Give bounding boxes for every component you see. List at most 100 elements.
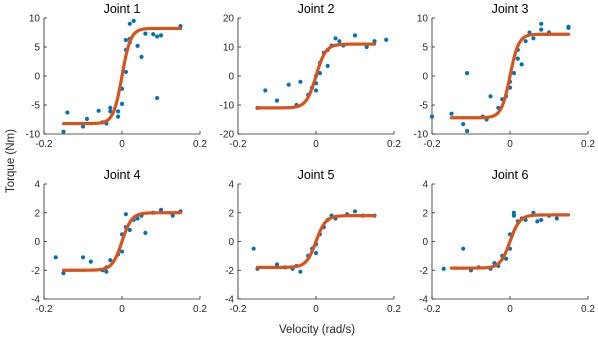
joint-2-y-tick-label: 0 [228,72,234,83]
joint-4-data-point [170,213,175,218]
joint-2-data-point [263,88,268,93]
joint-5-x-tick-label: 0.2 [387,304,401,315]
joint-1-data-point [80,124,86,129]
joint-4-panel: Joint 4 -0.2 0 0.2 4 2 0 -2 -4 [31,168,207,315]
joint-3-data-point [515,56,520,61]
joint-4-data-point [104,269,109,274]
joint-6-x-tick-label: 0 [507,304,513,315]
joint-2-y-tick-label: 20 [223,14,235,25]
joint-2-y-tick-label: -10 [220,101,235,112]
joint-2-data-point [384,37,389,42]
joint-5-title: Joint 5 [298,168,335,182]
joint-3-data-point [465,71,470,76]
joint-3-y-tick-label: 5 [422,43,428,54]
joint-4-data-point [123,212,128,217]
joint-1-data-point [155,95,160,101]
joint-1-data-point [127,21,132,26]
joint-1-data-point [131,18,136,23]
joint-2-x-tick-label: 0.2 [387,139,401,150]
joint-6-data-point [511,213,516,218]
joint-6-data-point [535,219,540,224]
joint-3-y-tick-label: 10 [417,14,429,25]
joint-3-x-tick-label: 0.2 [581,139,595,150]
joint-1-data-point [108,109,113,114]
joint-4-x-tick-label: -0.2 [35,304,53,315]
joint-2-data-point [333,36,338,41]
joint-5-x-tick-label: 0 [313,304,319,315]
joint-6-title: Joint 6 [492,168,529,182]
joint-2-data-point [372,39,377,44]
joint-6-x-tick-label: 0.2 [581,304,595,315]
joint-2-fit-curve [255,42,377,110]
joint-4-x-tick-label: 0.2 [193,304,207,315]
joint-2-data-point [364,44,369,50]
joint-4-data-point [127,227,132,233]
joint-5-y-tick-label: -2 [225,266,234,277]
joint-3-x-tick-label: 0 [507,139,513,150]
joint-4-data-point [88,259,93,264]
joint-6-fit-curve [449,213,571,270]
joint-4-data-point [53,255,58,260]
joint-4-y-tick-label: -2 [31,266,40,277]
joint-4-data-point [143,230,148,235]
joint-3-data-point [449,111,454,116]
joint-6-data-point [461,246,466,251]
joint-1-data-point [151,32,156,37]
joint-6-panel: Joint 6 -0.2 0 0.2 4 2 0 -2 -4 [419,168,595,315]
joint-4-y-tick-label: -4 [31,295,40,306]
joint-2-data-point [313,88,319,93]
joint-1-data-point [116,109,121,114]
joint-2-data-point [337,39,342,44]
joint-5-fit-curve [255,214,377,269]
joint-1-data-point [116,114,121,119]
joint-4-y-tick-label: 4 [34,180,40,191]
joint-5-data-point [274,262,280,267]
joint-4-y-tick-label: 2 [34,208,40,219]
joint-6-x-tick-label: -0.2 [423,304,441,315]
joint-1-y-tick-label: -5 [31,101,40,112]
joint-1-data-point [158,33,164,38]
joint-3-y-tick-label: -5 [419,101,428,112]
joint-5-data-point [251,246,256,251]
joint-6-y-tick-label: -2 [419,266,428,277]
joint-6-y-tick-label: 2 [422,208,428,219]
joint-2-data-point [274,98,280,103]
joint-2-y-tick-label: -20 [220,130,235,141]
joint-3-data-point [539,27,544,32]
joint-3-data-point [488,94,493,99]
joint-4-fit-curve [61,211,183,272]
joint-1-data-point [96,108,101,113]
joint-3-data-point [465,129,470,134]
joint-1-data-point [108,105,113,110]
joint-2-data-point [298,79,303,84]
joint-4-y-tick-label: 0 [34,237,40,248]
joint-5-x-tick-label: -0.2 [229,304,247,315]
joint-4-data-point [158,207,164,212]
joint-2-panel: Joint 2 -0.2 0 0.2 20 10 0 -10 -20 [220,2,402,150]
joint-5-data-point [298,269,303,274]
joint-3-panel: Joint 3 -0.2 0 0.2 10 5 0 -5 -10 [414,2,596,150]
joint-6-data-point [504,256,509,261]
joint-1-data-point [123,37,128,43]
joint-6-y-tick-label: 0 [422,237,428,248]
joint-1-x-tick-label: 0 [119,139,125,150]
joint-5-data-point [313,250,319,256]
joint-1-x-tick-label: 0.2 [193,139,207,150]
joint-5-y-tick-label: 2 [228,208,234,219]
joint-4-data-point [135,216,140,221]
joint-1-data-point [65,110,70,115]
joint-1-y-tick-label: 5 [34,43,40,54]
joint-4-title: Joint 4 [104,168,141,182]
joint-6-y-tick-label: -4 [419,295,428,306]
joint-3-data-point [429,114,435,119]
x-axis-label: Velocity (rad/s) [279,324,355,336]
joint-1-data-point [139,54,144,59]
joint-1-data-point [119,101,125,106]
joint-5-data-point [352,209,358,214]
joint-6-data-point [511,210,516,215]
joint-4-x-tick-label: 0 [119,304,125,315]
joint-5-y-tick-label: 0 [228,237,234,248]
joint-3-y-tick-label: -10 [414,130,429,141]
joint-6-data-point [539,217,544,223]
joint-6-data-point [441,266,446,271]
